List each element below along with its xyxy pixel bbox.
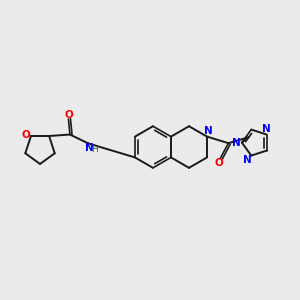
Text: O: O <box>64 110 73 120</box>
Text: N: N <box>85 143 94 154</box>
Text: H: H <box>92 146 98 154</box>
Text: N: N <box>232 138 241 148</box>
Text: O: O <box>21 130 30 140</box>
Text: N: N <box>243 155 251 165</box>
Text: N: N <box>262 124 271 134</box>
Text: N: N <box>204 126 213 136</box>
Text: O: O <box>214 158 223 168</box>
